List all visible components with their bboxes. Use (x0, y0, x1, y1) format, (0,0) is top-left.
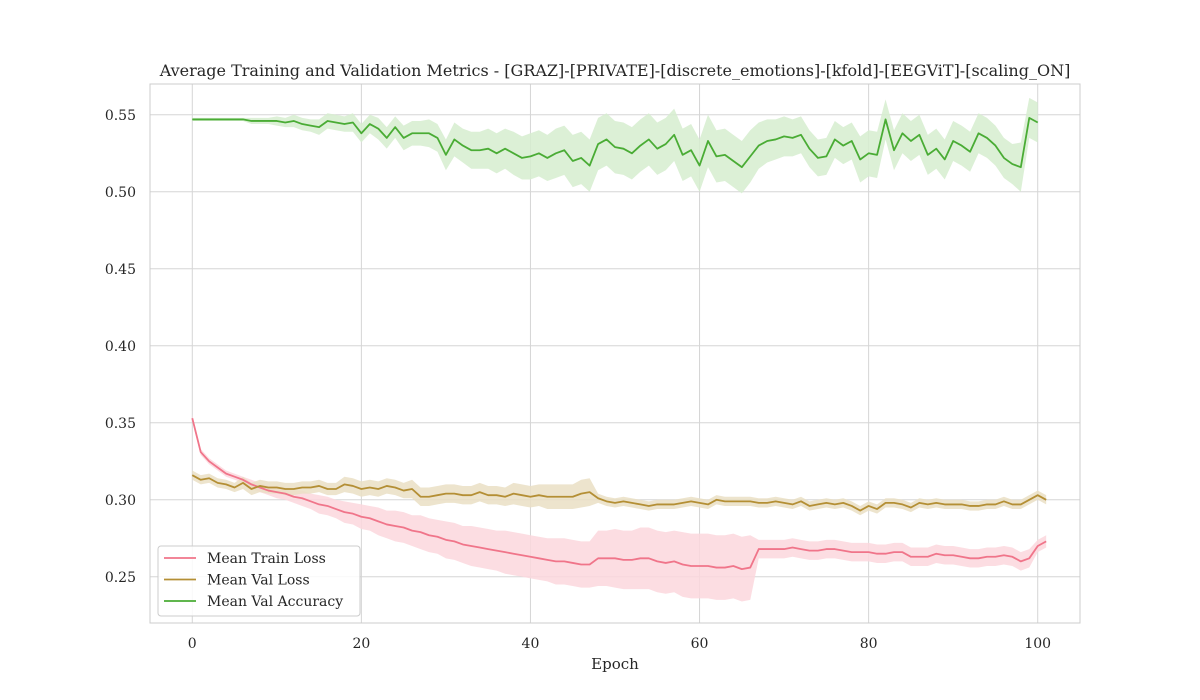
plot-frame (149, 83, 1081, 624)
y-tick-label: 0.35 (105, 416, 136, 432)
series-1-line (191, 474, 1047, 512)
confidence-bands (192, 97, 1047, 602)
legend-label: Mean Val Loss (207, 573, 310, 589)
y-tick-label: 0.45 (105, 262, 136, 278)
legend-label: Mean Val Accuracy (207, 594, 343, 610)
legend-label: Mean Train Loss (207, 551, 326, 567)
series-0-line (191, 417, 1047, 570)
y-tick-label: 0.30 (105, 493, 136, 509)
y-tick-label: 0.55 (105, 108, 136, 124)
x-axis-ticks: 0 20 40 60 80 100 (188, 636, 1051, 652)
grid-lines (150, 84, 1080, 623)
legend-box (157, 545, 361, 617)
series-2-line (192, 116, 1039, 169)
y-axis-ticks: 0.25 0.30 0.35 0.40 0.45 0.50 0.55 (105, 108, 136, 586)
y-tick-label: 0.50 (105, 185, 136, 201)
series-0-band (192, 415, 1047, 602)
x-tick-label: 80 (860, 636, 878, 652)
legend: Mean Train Loss Mean Val Loss Mean Val Acc… (157, 545, 361, 617)
x-tick-label: 100 (1024, 636, 1051, 652)
x-tick-label: 20 (352, 636, 370, 652)
chart-title: Average Training and Validation Metrics … (159, 61, 1071, 80)
series-2-band (192, 97, 1038, 194)
series-lines (191, 116, 1047, 570)
x-tick-label: 40 (522, 636, 540, 652)
x-tick-label: 60 (691, 636, 709, 652)
y-tick-label: 0.25 (105, 570, 136, 586)
x-axis-label: Epoch (591, 655, 639, 673)
y-tick-label: 0.40 (105, 339, 136, 355)
x-tick-label: 0 (188, 636, 197, 652)
